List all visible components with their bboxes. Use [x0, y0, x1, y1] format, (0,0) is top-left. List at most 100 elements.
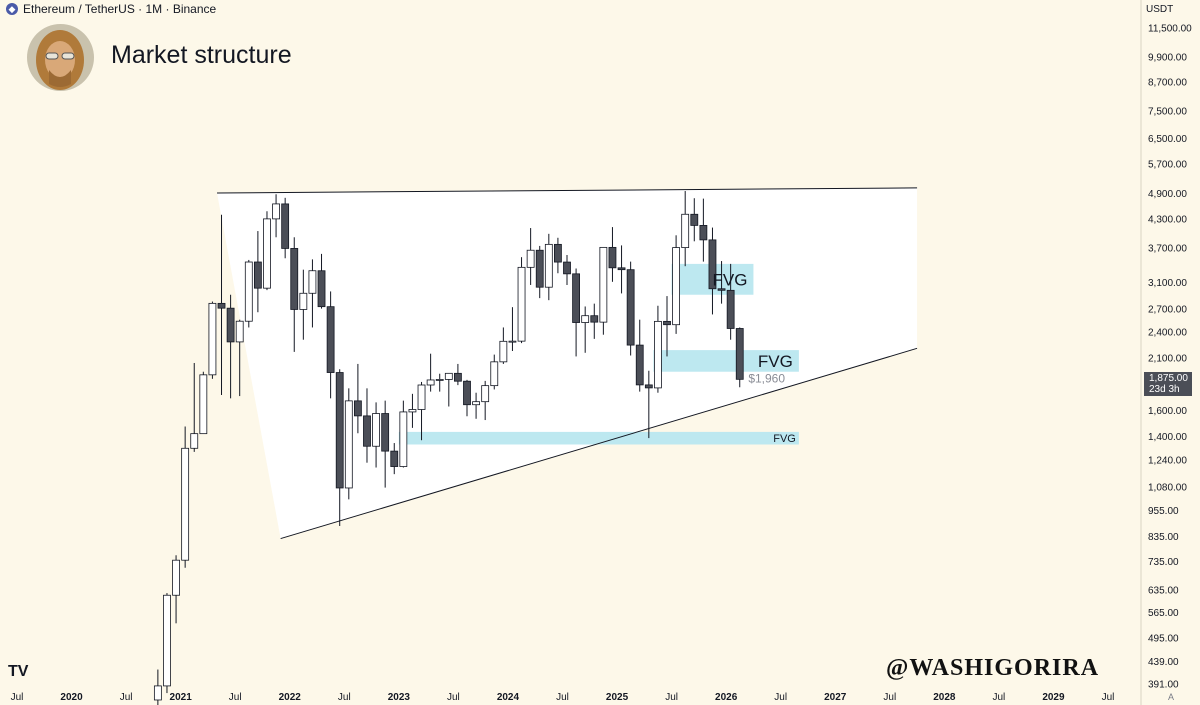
- candle-body: [681, 213, 690, 248]
- candle-body: [672, 247, 680, 326]
- candle-body: [217, 302, 226, 309]
- y-tick-label: 835.00: [1148, 532, 1179, 543]
- y-tick-label: 391.00: [1148, 679, 1179, 690]
- candle-body: [326, 306, 335, 373]
- candle-body: [617, 267, 626, 271]
- candle-body: [417, 384, 426, 410]
- x-tick-label: 2023: [388, 692, 411, 703]
- watermark: @WASHIGORIRA: [886, 655, 1100, 681]
- y-tick-label: 565.00: [1148, 608, 1179, 619]
- y-tick-label: 1,240.00: [1148, 456, 1187, 467]
- candle-body: [272, 203, 280, 220]
- candle-body: [517, 266, 526, 342]
- symbol-label[interactable]: Ethereum / TetherUS · 1M · Binance: [23, 2, 217, 16]
- tradingview-logo[interactable]: TV: [8, 663, 29, 680]
- ethereum-icon: ◆: [6, 3, 18, 15]
- lower-trendline: [280, 347, 918, 540]
- candle-body: [435, 379, 444, 381]
- last-price-tag: 1,875.00 23d 3h: [1144, 372, 1192, 396]
- candle-body: [508, 340, 517, 343]
- candle-body: [181, 447, 190, 561]
- x-tick-label: Jul: [883, 692, 896, 703]
- candle-body: [235, 320, 244, 343]
- x-tick-label: 2025: [606, 692, 629, 703]
- y-tick-label: 3,100.00: [1148, 278, 1187, 289]
- candle-body: [444, 372, 453, 380]
- candle-body: [563, 261, 571, 275]
- candle-body: [308, 270, 317, 294]
- x-tick-label: Jul: [993, 692, 1006, 703]
- candle-body: [663, 320, 671, 326]
- candle-body: [608, 246, 617, 269]
- candle-body: [253, 261, 262, 289]
- y-tick-label: 3,700.00: [1148, 243, 1187, 254]
- y-tick-label: 735.00: [1148, 557, 1179, 568]
- x-tick-label: Jul: [665, 692, 678, 703]
- candle-body: [208, 302, 217, 376]
- currency-label[interactable]: USDT: [1146, 4, 1174, 15]
- fvg-zone: [653, 350, 799, 372]
- fvg-label: FVG: [773, 433, 796, 445]
- candle-body: [153, 685, 162, 701]
- y-tick-label: 1,080.00: [1148, 482, 1187, 493]
- candle-body: [244, 261, 253, 322]
- x-tick-label: Jul: [774, 692, 787, 703]
- candle-body: [353, 400, 362, 417]
- candle-body: [544, 243, 553, 288]
- candle-body: [335, 372, 344, 489]
- page-title: Market structure: [111, 41, 292, 69]
- candle-body: [263, 218, 271, 289]
- bar-countdown: 23d 3h: [1149, 384, 1180, 395]
- auto-scale-toggle[interactable]: A: [1168, 692, 1175, 702]
- y-tick-label: 2,100.00: [1148, 353, 1187, 364]
- candle-body: [735, 328, 744, 380]
- candle-body: [363, 415, 371, 447]
- y-tick-label: 7,500.00: [1148, 106, 1187, 117]
- candle-body: [399, 411, 408, 467]
- x-tick-label: Jul: [120, 692, 133, 703]
- y-tick-label: 9,900.00: [1148, 53, 1187, 64]
- x-tick-label: 2022: [279, 692, 302, 703]
- candle-body: [690, 213, 699, 226]
- candle-body: [499, 340, 508, 363]
- candle-body: [372, 413, 380, 447]
- time-axis[interactable]: Jul 2020 Jul 2021 Jul 2022 Jul 2023 Jul 2024 Jul 20…: [11, 692, 1115, 703]
- candle-body: [299, 292, 308, 310]
- upper-trendline: [217, 187, 918, 194]
- candle-body: [408, 409, 417, 413]
- candle-body: [199, 374, 208, 435]
- symbol-header[interactable]: ◆ Ethereum / TetherUS · 1M · Binance: [6, 2, 216, 16]
- candle-body: [190, 433, 199, 449]
- fvg-zone: [398, 431, 799, 445]
- candle-body: [290, 248, 299, 310]
- x-tick-label: 2027: [824, 692, 847, 703]
- x-tick-label: 2021: [170, 692, 193, 703]
- candle-body: [426, 379, 435, 386]
- x-tick-label: Jul: [1102, 692, 1115, 703]
- candle-body: [226, 307, 235, 343]
- candle-body: [481, 385, 490, 403]
- y-tick-label: 2,700.00: [1148, 305, 1187, 316]
- candle-body: [490, 361, 499, 387]
- candle-body: [581, 315, 590, 323]
- candles: [153, 191, 744, 705]
- candle-body: [590, 315, 599, 323]
- fvg-label: FVG: [712, 270, 747, 289]
- candle-body: [644, 384, 653, 389]
- candle-body: [281, 203, 290, 249]
- y-tick-label: 4,900.00: [1148, 189, 1187, 200]
- x-tick-label: 2026: [715, 692, 738, 703]
- y-tick-label: 8,700.00: [1148, 78, 1187, 89]
- price-annotation: $1,960: [748, 372, 785, 386]
- x-tick-label: Jul: [11, 692, 24, 703]
- candle-body: [463, 380, 471, 406]
- candle-body: [172, 559, 180, 596]
- candle-body: [526, 249, 535, 268]
- candle-body: [726, 289, 735, 329]
- candle-body: [390, 450, 399, 467]
- candle-body: [381, 413, 390, 452]
- fvg-label: FVG: [758, 352, 793, 371]
- candle-body: [472, 401, 480, 406]
